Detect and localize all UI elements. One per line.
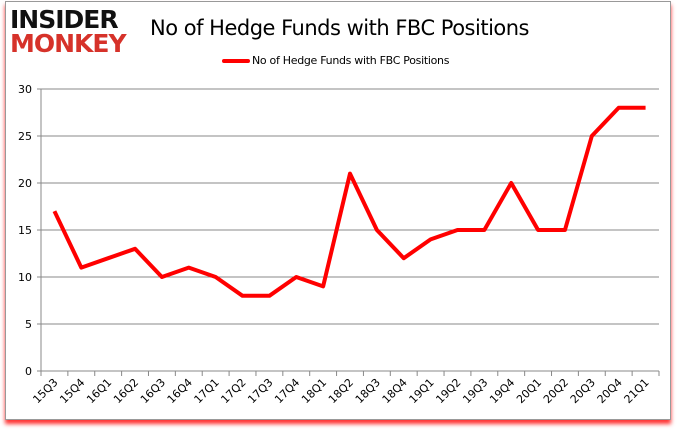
x-tick-label: 19Q3 <box>460 376 490 406</box>
x-tick-label: 17Q3 <box>245 376 275 406</box>
y-tick-label: 15 <box>18 224 32 237</box>
x-tick-label: 17Q2 <box>218 376 248 406</box>
y-tick-label: 25 <box>18 130 32 143</box>
x-tick-label: 20Q1 <box>514 376 544 406</box>
y-tick-label: 30 <box>18 83 32 96</box>
chart-frame <box>5 1 671 420</box>
chart-title: No of Hedge Funds with FBC Positions <box>150 16 530 40</box>
logo-line1: INSIDER <box>10 5 119 34</box>
x-tick-label: 17Q1 <box>192 376 222 406</box>
x-tick-label: 18Q3 <box>353 376 383 406</box>
x-tick-label: 16Q1 <box>84 376 114 406</box>
legend-label: No of Hedge Funds with FBC Positions <box>252 54 450 67</box>
x-tick-label: 19Q2 <box>433 376 463 406</box>
y-tick-label: 10 <box>18 271 32 284</box>
logo-line2: MONKEY <box>10 29 127 58</box>
x-tick-label: 15Q4 <box>57 376 87 406</box>
x-tick-label: 19Q1 <box>407 376 437 406</box>
x-tick-label: 16Q2 <box>111 376 141 406</box>
x-tick-label: 20Q3 <box>568 376 598 406</box>
x-tick-label: 21Q1 <box>622 376 652 406</box>
insider-monkey-logo: INSIDER MONKEY <box>10 5 127 58</box>
x-tick-label: 19Q4 <box>487 376 517 406</box>
x-tick-label: 20Q4 <box>595 376 625 406</box>
x-tick-label: 17Q4 <box>272 376 302 406</box>
x-tick-label: 18Q2 <box>326 376 356 406</box>
legend: No of Hedge Funds with FBC Positions <box>222 54 449 67</box>
x-tick-label: 16Q4 <box>165 376 195 406</box>
y-tick-label: 20 <box>18 177 32 190</box>
x-tick-label: 15Q3 <box>30 376 60 406</box>
x-tick-label: 20Q2 <box>541 376 571 406</box>
y-tick-label: 5 <box>25 318 32 331</box>
x-tick-label: 18Q4 <box>380 376 410 406</box>
x-tick-label: 16Q3 <box>138 376 168 406</box>
legend-swatch <box>222 58 250 63</box>
y-tick-label: 0 <box>25 365 32 378</box>
x-tick-label: 18Q1 <box>299 376 329 406</box>
